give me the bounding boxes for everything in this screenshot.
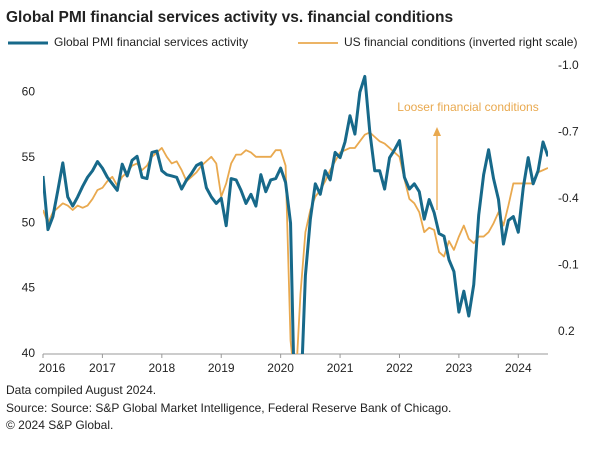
x-tick-label: 2020 — [267, 361, 294, 375]
y-tick-label: 55 — [22, 150, 36, 164]
x-tick-label: 2022 — [386, 361, 413, 375]
x-tick-label: 2019 — [208, 361, 235, 375]
legend-label: US financial conditions (inverted right … — [344, 35, 577, 49]
y-tick-label: 50 — [22, 215, 36, 229]
y-tick-label: 45 — [22, 281, 36, 295]
note: Source: Source: S&P Global Market Intell… — [6, 401, 451, 415]
x-tick-label: 2016 — [39, 361, 66, 375]
y2-tick-label: -0.7 — [558, 125, 579, 139]
legend-label: Global PMI financial services activity — [54, 35, 248, 49]
note: Data compiled August 2024. — [6, 383, 156, 397]
x-tick-label: 2024 — [505, 361, 532, 375]
y2-tick-label: -1.0 — [558, 58, 579, 72]
series-line — [43, 131, 548, 354]
annotation: Looser financial conditions — [397, 100, 538, 114]
x-tick-label: 2023 — [446, 361, 473, 375]
plot-area — [43, 74, 548, 354]
x-tick-label: 2018 — [148, 361, 175, 375]
y2-tick-label: 0.2 — [558, 324, 575, 338]
annotation-arrowhead — [433, 127, 441, 136]
x-tick-label: 2017 — [89, 361, 116, 375]
y2-tick-label: -0.1 — [558, 258, 579, 272]
chart-title: Global PMI financial services activity v… — [6, 9, 453, 26]
note: © 2024 S&P Global. — [6, 418, 113, 432]
x-tick-label: 2021 — [327, 361, 354, 375]
series-line — [43, 74, 548, 354]
y-tick-label: 60 — [22, 84, 36, 98]
y2-tick-label: -0.4 — [558, 191, 579, 205]
y-tick-label: 40 — [22, 346, 36, 360]
